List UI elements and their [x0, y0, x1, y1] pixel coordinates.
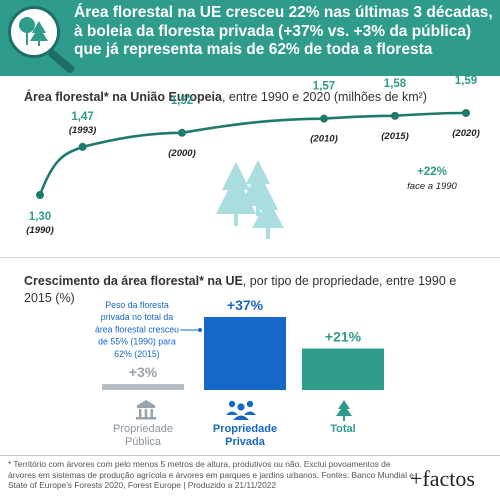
- data-point: [391, 111, 399, 120]
- data-point: [78, 142, 87, 151]
- line-chart-title: Área florestal* na União Europeia, entre…: [24, 90, 427, 104]
- bar-value-label: +37%: [227, 297, 264, 313]
- bar-category-label: Propriedade: [113, 423, 173, 435]
- year-label: (2010): [310, 134, 337, 145]
- data-point: [36, 191, 44, 199]
- data-point: [462, 109, 470, 117]
- bar-chart-title: Crescimento da área florestal* na UE, po…: [24, 273, 479, 307]
- callout-line: de 55% (1990) para: [98, 337, 176, 347]
- bar-chart-title-rest: , por tipo de propriedade, entre 1990 e …: [24, 274, 457, 305]
- data-label: 1,57: [313, 81, 335, 93]
- bar-category-label: Privada: [225, 436, 266, 448]
- year-label: (2020): [452, 128, 479, 139]
- people-group-icon: [226, 400, 256, 420]
- bar-category-label: Pública: [125, 436, 162, 448]
- trees-magnifier-icon: [8, 6, 60, 58]
- growth-annotation-value: +22%: [417, 166, 447, 178]
- bar-value-label: +21%: [325, 329, 362, 345]
- charts-canvas: 1,30 (1990) 1,47 (1993) 1,52 (2000) 1,57 (2010)…: [26, 75, 479, 448]
- title-line: Área florestal na UE cresceu 22% nas últ…: [74, 4, 493, 21]
- callout-line: privada no total da: [101, 312, 173, 322]
- callout-line: área florestal cresceu: [95, 324, 179, 334]
- bar-total: [302, 348, 384, 390]
- page-title: Área florestal na UE cresceu 22% nas últ…: [74, 4, 494, 60]
- data-label: 1,59: [455, 75, 477, 87]
- bar-chart: +3%PropriedadePública+37%PropriedadePriv…: [95, 297, 384, 448]
- data-point: [320, 114, 328, 123]
- bar-private: [204, 317, 286, 390]
- tree-icon: [336, 400, 352, 421]
- title-line: à boleia da floresta privada (+37% vs. +…: [74, 22, 472, 40]
- data-label: 1,30: [29, 211, 51, 223]
- data-label: 1,52: [171, 95, 193, 107]
- year-label: (2000): [168, 148, 195, 159]
- section-divider: [0, 257, 500, 258]
- line-chart-title-bold: Área florestal* na União Europeia: [24, 90, 222, 104]
- callout-line: 62% (2015): [114, 349, 160, 359]
- data-label: 1,47: [71, 111, 93, 123]
- callout-line: Peso da floresta: [105, 300, 169, 310]
- footnote: * Território com árvores com pelo menos …: [8, 459, 414, 490]
- callout-connector: [180, 328, 202, 332]
- growth-annotation-text: face a 1990: [407, 181, 457, 192]
- bar-public: [102, 384, 184, 390]
- bar-category-label: Propriedade: [213, 423, 277, 435]
- year-label: (2015): [381, 131, 408, 142]
- year-label: (1993): [69, 125, 96, 136]
- government-building-icon: [136, 400, 156, 420]
- line-chart-title-rest: , entre 1990 e 2020 (milhões de km²): [221, 90, 427, 104]
- line-chart: 1,30 (1990) 1,47 (1993) 1,52 (2000) 1,57 (2010)…: [26, 75, 479, 236]
- forest-illustration-icon: [216, 160, 284, 239]
- footer-divider: [0, 455, 500, 456]
- data-point: [178, 128, 186, 137]
- header-banner: Área florestal na UE cresceu 22% nas últ…: [0, 0, 500, 76]
- bar-value-label: +3%: [129, 364, 158, 380]
- title-line: que já representa mais de 62% de toda a …: [74, 41, 433, 58]
- data-label: 1,58: [384, 78, 407, 90]
- brand-logo: +factos: [410, 466, 475, 491]
- bar-category-label: Total: [330, 423, 355, 435]
- year-label: (1990): [26, 225, 53, 236]
- bar-chart-title-bold: Crescimento da área florestal* na UE: [24, 274, 243, 288]
